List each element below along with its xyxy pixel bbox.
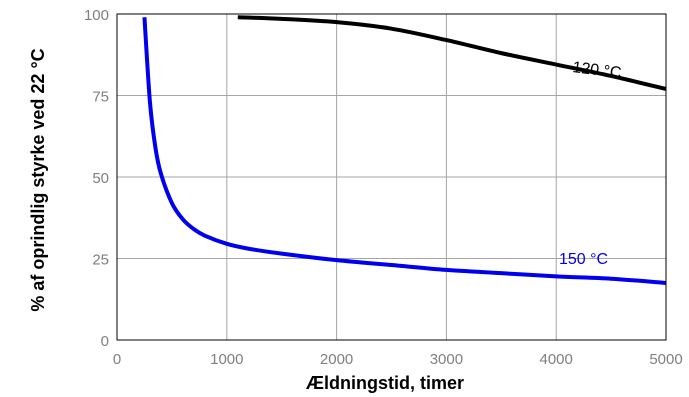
x-tick-label: 0: [113, 351, 121, 368]
series-lines: [142, 15, 667, 285]
x-axis-title: Ældningstid, timer: [306, 373, 464, 393]
y-tick-label: 100: [84, 7, 109, 24]
x-tick-label: 3000: [430, 351, 463, 368]
y-tick-label: 0: [101, 333, 109, 350]
x-tick-labels: 0 1000 2000 3000 4000 5000: [113, 351, 683, 368]
series-labels: 120 °C 150 °C: [559, 59, 622, 268]
y-axis-title: % af oprindlig styrke ved 22 °C: [28, 48, 48, 311]
x-tick-label: 4000: [540, 351, 573, 368]
x-tick-label: 2000: [320, 351, 353, 368]
series-label-1: 150 °C: [559, 251, 608, 268]
series-label-0: 120 °C: [572, 59, 623, 82]
series-line-1: [142, 17, 667, 285]
y-tick-label: 75: [92, 89, 109, 106]
y-tick-label: 25: [92, 252, 109, 269]
y-tick-labels: 0 25 50 75 100: [84, 7, 109, 350]
y-tick-label: 50: [92, 170, 109, 187]
x-tick-label: 1000: [210, 351, 243, 368]
x-tick-label: 5000: [649, 351, 682, 368]
series-line-0: [237, 15, 667, 91]
plot-frame: [116, 13, 667, 341]
